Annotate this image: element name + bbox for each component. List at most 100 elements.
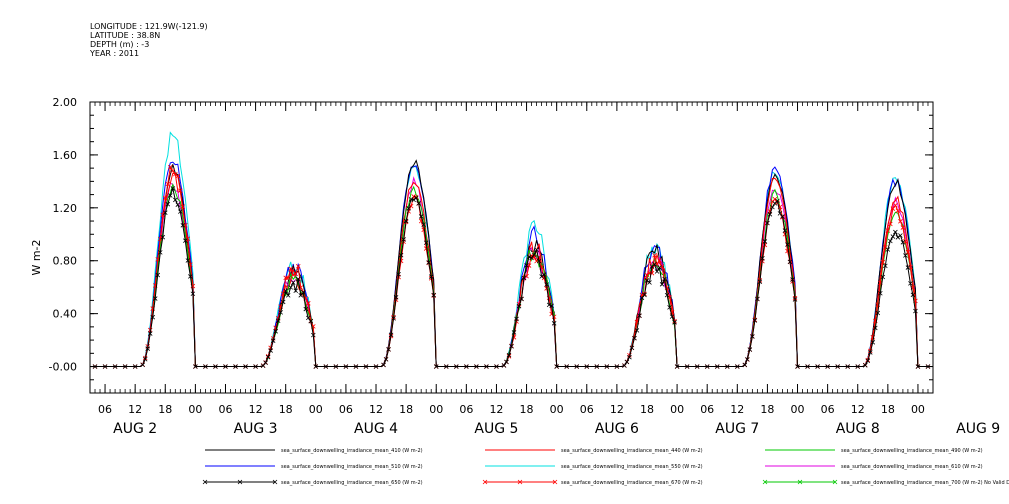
series-marker-650 [531, 252, 537, 258]
series-marker-650 [509, 344, 514, 349]
series-marker-650 [185, 258, 191, 263]
series-marker-670 [657, 258, 662, 263]
series-marker-650 [875, 310, 881, 316]
legend-label: sea_surface_downwelling_irradiance_mean_… [841, 448, 983, 454]
legend-label: sea_surface_downwelling_irradiance_mean_… [561, 464, 703, 470]
series-marker-670 [895, 208, 901, 213]
x-day-label: AUG 7 [715, 421, 759, 437]
plot-frame [89, 101, 934, 394]
series-marker-650 [168, 193, 173, 198]
series-marker-650 [112, 364, 118, 369]
series-marker-650 [300, 289, 306, 295]
series-marker-650 [388, 332, 394, 338]
legend-label: sea_surface_downwelling_irradiance_mean_… [561, 480, 703, 486]
legend-marker [762, 479, 768, 485]
series-marker-650 [431, 292, 437, 298]
series-marker-650 [519, 296, 524, 302]
series-marker-650 [122, 364, 128, 369]
chart-header: LONGITUDE : 121.9W(-121.9) LATITUDE : 38… [90, 22, 208, 58]
x-hour-tick-label: 06 [459, 403, 473, 416]
series-marker-670 [893, 203, 898, 208]
series-marker-670 [659, 264, 665, 270]
series-marker-650 [664, 292, 670, 298]
series-marker-650 [760, 256, 765, 261]
series-marker-650 [311, 332, 316, 338]
x-day-label: AUG 5 [474, 421, 518, 437]
latitude-label: LATITUDE : 38.8N [90, 31, 161, 40]
x-hour-tick-label: 12 [489, 403, 503, 416]
x-day-label: AUG 2 [113, 421, 157, 437]
series-marker-650 [903, 253, 908, 258]
y-tick-label: 2.00 [53, 96, 78, 109]
series-marker-650 [524, 263, 529, 268]
series-marker-650 [594, 364, 600, 369]
series-marker-650 [694, 364, 700, 369]
series-marker-650 [142, 356, 148, 362]
x-hour-tick-label: 18 [760, 403, 774, 416]
series-marker-650 [762, 239, 768, 244]
series-marker-650 [880, 274, 886, 280]
series-marker-650 [323, 364, 329, 369]
series-marker-650 [426, 260, 431, 265]
series-marker-650 [890, 234, 896, 239]
series-marker-650 [393, 295, 399, 300]
series-marker-650 [183, 238, 188, 243]
series-marker-650 [750, 334, 755, 339]
series-marker-670 [905, 249, 911, 255]
series-marker-670 [285, 275, 291, 281]
series-marker-650 [140, 362, 145, 368]
series-marker-650 [745, 357, 750, 362]
series-marker-650 [674, 364, 680, 369]
series-marker-650 [416, 201, 421, 206]
series-marker-650 [401, 237, 406, 242]
x-hour-tick-label: 12 [369, 403, 383, 416]
series-marker-650 [132, 364, 138, 369]
series-marker-650 [867, 350, 873, 355]
x-hour-tick-label: 06 [339, 403, 353, 416]
series-marker-650 [792, 297, 798, 302]
series-marker-650 [265, 354, 271, 360]
series-marker-650 [534, 247, 539, 253]
series-marker-650 [785, 242, 790, 247]
series-marker-650 [406, 205, 411, 211]
series-marker-650 [273, 329, 278, 334]
series-marker-650 [878, 290, 883, 296]
series-marker-650 [150, 314, 156, 320]
year-label: YEAR : 2011 [90, 49, 140, 58]
series-marker-650 [170, 186, 176, 191]
series-marker-650 [755, 296, 760, 302]
series-marker-650 [418, 214, 424, 219]
series-marker-650 [873, 325, 878, 331]
series-marker-650 [243, 364, 248, 369]
axes-layer: 06 12 18 00 06 12 18 00 06 12 18 00 06 12 18 00 06 12 18 00… [30, 96, 1000, 437]
series-line-510 [90, 161, 933, 367]
x-hour-tick-label: 18 [399, 403, 413, 416]
series-marker-650 [233, 364, 238, 369]
series-marker-650 [516, 303, 522, 309]
series-marker-650 [293, 288, 299, 294]
legend-marker [517, 479, 523, 485]
series-marker-670 [178, 188, 183, 194]
x-hour-tick-label: 06 [821, 403, 835, 416]
series-marker-670 [168, 164, 173, 170]
series-marker-650 [180, 223, 186, 228]
series-marker-650 [895, 235, 901, 240]
series-marker-670 [180, 204, 186, 209]
series-marker-650 [203, 364, 208, 369]
x-hour-tick-label: 06 [218, 403, 232, 416]
series-marker-650 [494, 364, 499, 369]
series-marker-650 [464, 364, 469, 369]
series-marker-650 [627, 354, 632, 360]
series-layer [90, 131, 933, 369]
series-marker-650 [165, 201, 171, 207]
x-hour-tick-label: 12 [851, 403, 865, 416]
series-marker-650 [642, 292, 647, 298]
series-marker-670 [524, 273, 529, 279]
series-marker-650 [584, 364, 590, 369]
x-day-label: AUG 8 [836, 421, 880, 437]
legend-layer: sea_surface_downwelling_irradiance_mean_… [202, 448, 1009, 486]
series-marker-650 [175, 202, 181, 207]
series-marker-650 [775, 198, 780, 204]
series-marker-650 [102, 364, 108, 369]
